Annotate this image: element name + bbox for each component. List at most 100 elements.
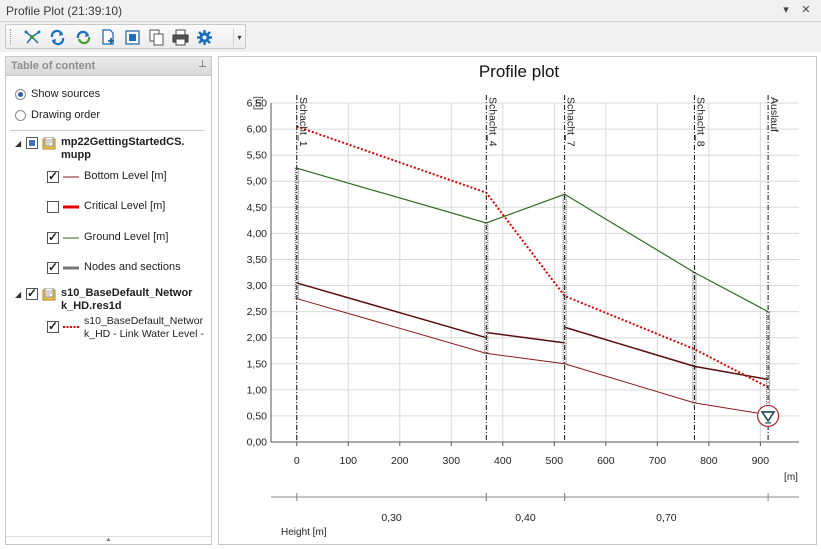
source-label: mp22GettingStartedCS. mupp [61, 136, 185, 161]
window-titlebar: Profile Plot (21:39:10) ▾ ✕ [0, 0, 821, 22]
outlet-marker-icon[interactable] [756, 404, 780, 428]
copy-icon[interactable] [147, 28, 166, 47]
height-band-value: 0,30 [381, 512, 402, 524]
node-name-label: Schacht_1 [297, 97, 309, 147]
x-tick-label: 600 [597, 455, 615, 467]
bottom-level-line [296, 298, 769, 416]
chart-title: Profile plot [479, 62, 560, 81]
legend-line-icon [63, 205, 79, 208]
height-axis-label: Height [m] [281, 527, 327, 538]
node-manhole [562, 193, 567, 365]
x-tick-label: 400 [494, 455, 512, 467]
source-checkbox[interactable] [26, 137, 38, 149]
y-tick-label: 2,50 [247, 306, 268, 318]
select-network-icon[interactable] [23, 28, 42, 47]
node-manhole [294, 167, 299, 300]
y-tick-label: 5,00 [247, 176, 268, 188]
x-tick-label: 200 [391, 455, 409, 467]
legend-line-icon [63, 266, 79, 269]
legend-checkbox[interactable] [47, 319, 59, 333]
pipe-top-line [694, 365, 769, 381]
legend-label: Nodes and sections [84, 261, 181, 273]
y-tick-label: 6,50 [247, 98, 268, 110]
x-tick-label: 800 [700, 455, 718, 467]
radio-button[interactable] [15, 88, 26, 100]
tree-node-source-mupp[interactable]: ◢ mp22GettingStartedCS. mupp [15, 136, 184, 162]
radio-label: Show sources [31, 88, 101, 100]
node-name-label: Auslauf [768, 97, 780, 132]
pin-icon[interactable]: ⊥ [198, 59, 207, 70]
legend-checkbox[interactable] [47, 169, 59, 183]
x-tick-label: 900 [752, 455, 770, 467]
legend-label: s10_BaseDefault_Networ k_HD - Link Water… [84, 315, 204, 340]
y-tick-label: 0,00 [247, 437, 268, 449]
height-band-value: 0,70 [656, 512, 677, 524]
close-icon[interactable]: ✕ [801, 4, 811, 16]
legend-label: Ground Level [m] [84, 231, 169, 243]
print-icon[interactable] [171, 28, 190, 47]
toolbar-grip[interactable] [10, 29, 14, 45]
radio-button[interactable] [15, 109, 26, 121]
dropdown-arrow-icon[interactable]: ▾ [783, 4, 789, 16]
source-checkbox[interactable] [26, 286, 38, 300]
add-page-icon[interactable] [99, 28, 118, 47]
legend-checkbox[interactable] [47, 260, 59, 274]
y-tick-label: 4,50 [247, 202, 268, 214]
legend-line-icon [63, 326, 79, 328]
legend-line-icon [63, 176, 79, 177]
expand-arrow-icon[interactable]: ◢ [15, 290, 22, 299]
dropdown-arrow-icon[interactable]: ▾ [233, 28, 245, 47]
node-name-label: Schacht_4 [486, 97, 498, 147]
radio-label: Drawing order [31, 109, 101, 121]
tree-node-source-res1d[interactable]: ◢ s10_BaseDefault_Networ k_HD.res1d [15, 286, 193, 313]
x-tick-label: 100 [340, 455, 358, 467]
x-tick-label: 700 [649, 455, 667, 467]
height-band-value: 0,40 [515, 512, 536, 524]
divider [10, 130, 205, 131]
legend-item-critical-level[interactable]: Critical Level [m] [47, 200, 165, 213]
pipe-top-line [296, 282, 487, 339]
legend-label: Critical Level [m] [84, 200, 166, 212]
x-tick-label: 0 [294, 455, 300, 467]
x-tick-label: 500 [546, 455, 564, 467]
water-level-line [296, 125, 769, 389]
y-tick-label: 6,00 [247, 124, 268, 136]
source-label: s10_BaseDefault_Networ k_HD.res1d [61, 287, 193, 312]
refresh-icon[interactable] [48, 28, 67, 47]
grid [271, 102, 799, 443]
legend-item-bottom-level[interactable]: Bottom Level [m] [47, 169, 167, 183]
profile-plot-panel: Profile plot [m] [m] 0,00 0,50 1,00 1,50 2,0… [218, 56, 817, 545]
series-layer [296, 125, 769, 416]
nodes-layer: Schacht_1 Schacht_4 Schacht_7 Schacht_8 Ausl… [294, 95, 780, 442]
legend-item-water-level[interactable]: s10_BaseDefault_Networ k_HD - Link Water… [47, 315, 204, 341]
y-tick-label: 1,50 [247, 358, 268, 370]
zoom-extent-icon[interactable] [123, 28, 142, 47]
settings-icon[interactable] [195, 28, 214, 47]
node-manhole [484, 222, 489, 354]
folder-document-icon [42, 137, 56, 150]
reload-icon[interactable] [74, 28, 93, 47]
y-tick-label: 3,00 [247, 280, 268, 292]
legend-item-nodes-sections[interactable]: Nodes and sections [47, 260, 181, 274]
node-name-label: Schacht_8 [694, 97, 706, 147]
x-tick-label: 300 [443, 455, 461, 467]
window-title: Profile Plot (21:39:10) [6, 4, 123, 18]
toolbar: ▾ [0, 22, 821, 52]
legend-item-ground-level[interactable]: Ground Level [m] [47, 230, 169, 244]
node-manhole [766, 311, 771, 416]
radio-show-sources[interactable]: Show sources [15, 88, 100, 100]
y-tick-label: 2,00 [247, 332, 268, 344]
y-tick-label: 5,50 [247, 150, 268, 162]
y-axis-unit: [m] [253, 96, 264, 110]
pipe-top-line [486, 331, 565, 344]
toolbar-strip: ▾ [5, 24, 246, 49]
node-name-label: Schacht_7 [565, 97, 577, 147]
axes: 0,00 0,50 1,00 1,50 2,00 2,50 3,00 3,50 4,00 4,50… [247, 98, 799, 467]
legend-checkbox[interactable] [47, 201, 59, 213]
scroll-down-button[interactable]: ▲ [6, 536, 211, 544]
legend-checkbox[interactable] [47, 230, 59, 244]
expand-arrow-icon[interactable]: ◢ [15, 139, 22, 148]
radio-drawing-order[interactable]: Drawing order [15, 109, 100, 121]
profile-plot-chart[interactable]: Profile plot [m] [m] 0,00 0,50 1,00 1,50 2,0… [219, 57, 816, 544]
x-axis-unit: [m] [784, 472, 798, 483]
